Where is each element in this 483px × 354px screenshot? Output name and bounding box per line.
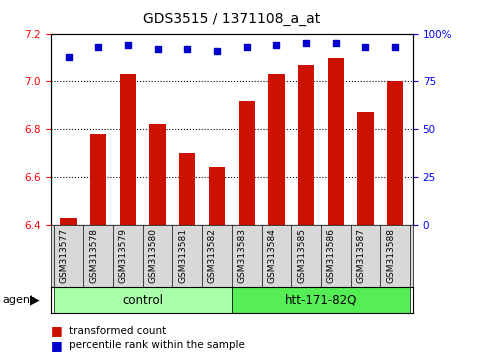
Bar: [357, 113, 374, 225]
Text: transformed count: transformed count: [69, 326, 166, 336]
Text: GSM313582: GSM313582: [208, 228, 217, 283]
Bar: [120, 74, 136, 225]
Text: control: control: [122, 293, 163, 307]
Text: GSM313585: GSM313585: [297, 228, 306, 283]
Bar: [60, 218, 77, 225]
Text: ■: ■: [51, 325, 62, 337]
Point: [124, 42, 132, 48]
Bar: [90, 134, 106, 225]
Bar: [239, 101, 255, 225]
Point: [391, 44, 399, 50]
Bar: [327, 57, 344, 225]
Text: GSM313588: GSM313588: [386, 228, 395, 283]
Point: [362, 44, 369, 50]
Point: [272, 42, 280, 48]
Text: ■: ■: [51, 339, 62, 352]
Bar: [387, 81, 403, 225]
Text: GSM313579: GSM313579: [119, 228, 128, 283]
Text: GSM313581: GSM313581: [178, 228, 187, 283]
Text: percentile rank within the sample: percentile rank within the sample: [69, 340, 245, 350]
Bar: [149, 124, 166, 225]
Bar: [268, 74, 284, 225]
Text: GSM313580: GSM313580: [149, 228, 157, 283]
Text: GSM313583: GSM313583: [238, 228, 247, 283]
Point: [213, 48, 221, 54]
Point: [65, 54, 72, 59]
Text: ▶: ▶: [30, 293, 40, 307]
Text: GSM313584: GSM313584: [268, 228, 276, 283]
Text: GSM313577: GSM313577: [59, 228, 69, 283]
Point: [302, 40, 310, 46]
Bar: [54, 287, 232, 313]
Point: [94, 44, 102, 50]
Text: agent: agent: [2, 295, 35, 305]
Point: [154, 46, 161, 52]
Text: GSM313586: GSM313586: [327, 228, 336, 283]
Point: [243, 44, 251, 50]
Text: GSM313587: GSM313587: [356, 228, 366, 283]
Point: [184, 46, 191, 52]
Text: GSM313578: GSM313578: [89, 228, 98, 283]
Bar: [179, 153, 196, 225]
Text: GDS3515 / 1371108_a_at: GDS3515 / 1371108_a_at: [143, 12, 320, 27]
Text: htt-171-82Q: htt-171-82Q: [285, 293, 357, 307]
Point: [332, 40, 340, 46]
Bar: [298, 65, 314, 225]
Bar: [232, 287, 410, 313]
Bar: [209, 167, 225, 225]
